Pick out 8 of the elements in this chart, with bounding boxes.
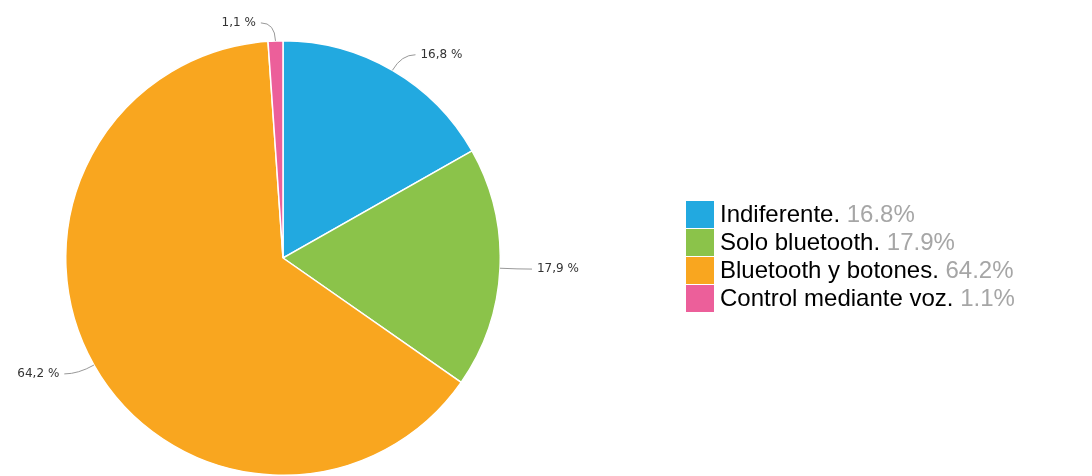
data-label: 17,9 % [536,261,579,276]
data-label: 16,8 % [420,46,463,61]
legend-label: Solo bluetooth. 17.9% [720,228,955,256]
legend-label: Indiferente. 16.8% [720,200,915,228]
data-label: 1,1 % [221,15,256,30]
legend-label: Bluetooth y botones. 64.2% [720,256,1014,284]
legend-label: Control mediante voz. 1.1% [720,284,1015,312]
data-label: 64,2 % [17,366,60,381]
